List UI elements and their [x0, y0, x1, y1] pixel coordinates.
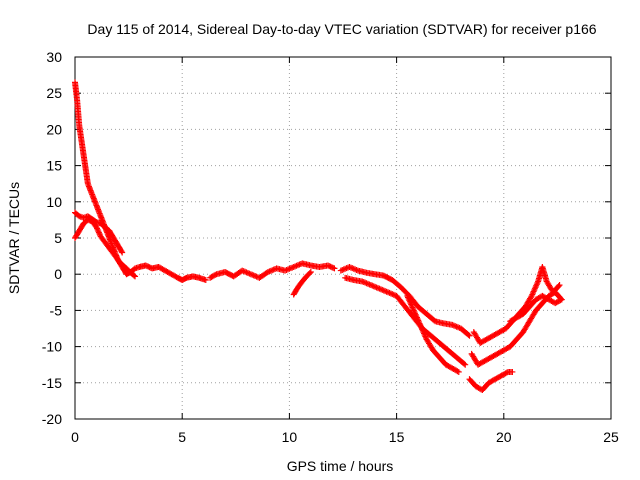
series-track-3: [72, 209, 126, 256]
y-tick-label: -5: [50, 302, 63, 318]
data-point: [503, 369, 510, 376]
data-point: [93, 224, 100, 231]
data-point: [455, 368, 462, 375]
chart-title: Day 115 of 2014, Sidereal Day-to-day VTE…: [87, 21, 596, 37]
data-point: [119, 249, 126, 256]
y-tick-label: 0: [54, 266, 62, 282]
x-tick-label: 0: [71, 429, 79, 445]
series-track-9: [470, 263, 563, 346]
y-tick-label: 15: [46, 158, 62, 174]
y-axis-label: SDTVAR / TECUs: [6, 182, 22, 294]
y-tick-label: -10: [42, 339, 62, 355]
data-points: [72, 79, 565, 394]
data-point: [558, 296, 565, 303]
data-point: [461, 360, 468, 367]
data-point: [466, 332, 473, 339]
y-tick-label: 10: [46, 194, 62, 210]
series-track-6: [337, 263, 473, 339]
y-tick-label: 5: [54, 230, 62, 246]
data-point: [555, 283, 562, 290]
x-tick-label: 25: [603, 429, 619, 445]
x-tick-label: 5: [178, 429, 186, 445]
data-point: [94, 225, 101, 232]
data-point: [212, 271, 219, 278]
data-point: [465, 331, 472, 338]
data-point: [130, 272, 137, 279]
series-track-1: [72, 79, 209, 283]
data-point: [556, 282, 563, 289]
y-tick-label: -20: [42, 411, 62, 427]
x-axis-label: GPS time / hours: [287, 458, 394, 474]
grid-lines: [75, 57, 611, 419]
x-tick-label: 20: [496, 429, 512, 445]
y-tick-label: 20: [46, 121, 62, 137]
data-point: [454, 368, 461, 375]
data-point: [331, 265, 338, 272]
y-tick-label: -15: [42, 375, 62, 391]
data-point: [557, 297, 564, 304]
data-point: [306, 270, 313, 277]
axis-ticks: 0 5 10 15 20 25 -20 -15 -10 -5 0 5 10 15 20 25 30: [42, 49, 619, 445]
x-tick-label: 10: [282, 429, 298, 445]
data-point: [96, 230, 103, 237]
series-track-7: [342, 274, 469, 368]
data-point: [462, 361, 469, 368]
data-point: [202, 276, 209, 283]
data-point: [132, 273, 139, 280]
series-track-11: [466, 368, 516, 394]
series-track-8: [404, 292, 462, 375]
data-point: [95, 229, 102, 236]
y-tick-label: 25: [46, 85, 62, 101]
data-point: [509, 368, 516, 375]
data-point: [307, 269, 314, 276]
y-tick-label: 30: [46, 49, 62, 65]
data-point: [118, 248, 125, 255]
data-point: [94, 226, 101, 233]
series-track-2: [72, 216, 139, 280]
series-track-4: [207, 260, 338, 281]
series-track-12: [507, 292, 565, 325]
x-tick-label: 15: [389, 429, 405, 445]
series-track-5: [290, 269, 314, 298]
data-point: [95, 228, 102, 235]
